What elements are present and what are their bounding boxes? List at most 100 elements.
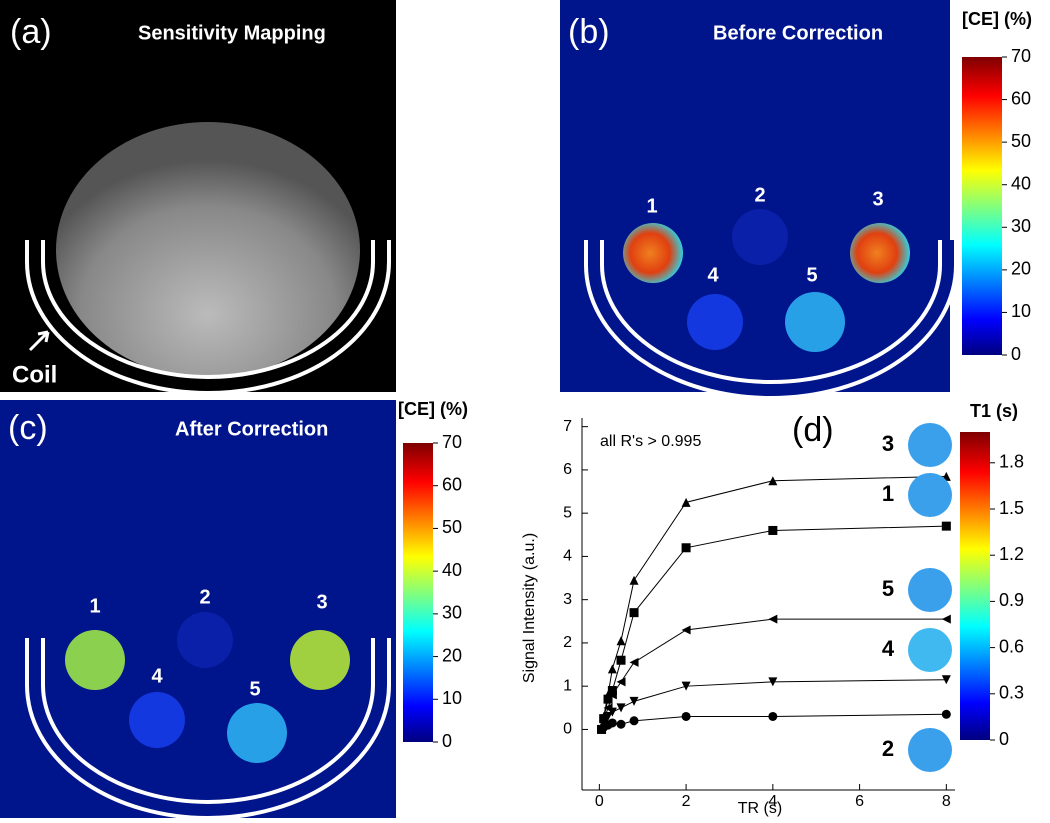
legend-label: 3 xyxy=(882,431,894,456)
colorbar-tick-label: 1.5 xyxy=(999,498,1024,518)
data-point xyxy=(629,575,639,585)
fit-line xyxy=(601,679,947,730)
panel-title: Sensitivity Mapping xyxy=(138,22,326,44)
y-tick-label: 5 xyxy=(563,504,572,521)
data-point xyxy=(616,703,626,713)
colorbar-tick-label: 30 xyxy=(442,603,462,623)
colorbar-title: [CE] (%) xyxy=(962,9,1032,29)
fit-line xyxy=(601,525,947,730)
data-point xyxy=(607,686,617,696)
spot-label: 5 xyxy=(806,264,817,286)
data-point xyxy=(768,476,778,486)
sensitivity-image xyxy=(56,122,360,378)
colorbar-tick-label: 10 xyxy=(442,688,462,708)
x-axis-label: TR (s) xyxy=(738,800,782,817)
data-point xyxy=(941,709,951,719)
phantom-inset xyxy=(908,473,952,517)
spot-label: 1 xyxy=(646,195,657,217)
colorbar-tick-label: 0 xyxy=(442,731,452,751)
x-tick-label: 2 xyxy=(682,793,691,810)
y-tick-label: 6 xyxy=(563,461,572,478)
data-point xyxy=(681,625,691,635)
data-point xyxy=(681,711,691,721)
coil-inner xyxy=(29,638,387,816)
spot-label: 2 xyxy=(199,586,210,608)
phantom xyxy=(732,209,788,265)
data-point xyxy=(607,718,617,728)
spot-label: 3 xyxy=(872,188,883,210)
data-point xyxy=(603,694,613,704)
colorbar-tick-label: 70 xyxy=(442,432,462,452)
colorbar-title: [CE] (%) xyxy=(398,399,468,419)
y-tick-label: 0 xyxy=(563,721,572,738)
colorbar xyxy=(962,57,1002,355)
colorbar-tick-label: 1.8 xyxy=(999,452,1024,472)
data-point xyxy=(681,681,691,691)
spot-label: 2 xyxy=(754,184,765,206)
data-point xyxy=(616,719,626,729)
phantom xyxy=(65,630,125,690)
panel-label: (d) xyxy=(792,411,834,449)
colorbar-tick-label: 20 xyxy=(1011,259,1031,279)
fit-line xyxy=(601,475,947,728)
colorbar xyxy=(403,443,433,742)
phantom-inset xyxy=(908,728,952,772)
legend-label: 5 xyxy=(882,576,894,601)
colorbar xyxy=(960,432,990,740)
coil-label: Coil xyxy=(12,361,57,388)
phantom-inset xyxy=(908,628,952,672)
data-point xyxy=(616,636,626,646)
phantom xyxy=(290,630,350,690)
data-point xyxy=(681,543,691,553)
x-tick-label: 0 xyxy=(595,793,604,810)
spot-label: 5 xyxy=(249,678,260,700)
data-point xyxy=(681,497,691,507)
spot-label: 4 xyxy=(707,264,719,286)
coil-inner xyxy=(588,240,954,396)
colorbar-tick-label: 0.6 xyxy=(999,636,1024,656)
data-point xyxy=(941,521,951,531)
colorbar-tick-label: 0.9 xyxy=(999,590,1024,610)
colorbar-tick-label: 50 xyxy=(442,517,462,537)
colorbar-tick-label: 50 xyxy=(1011,131,1031,151)
colorbar-tick-label: 10 xyxy=(1011,301,1031,321)
colorbar-tick-label: 30 xyxy=(1011,216,1031,236)
panel-label: (b) xyxy=(568,13,610,51)
colorbar-tick-label: 60 xyxy=(1011,88,1031,108)
data-point xyxy=(629,657,639,667)
data-point xyxy=(629,716,639,726)
data-point xyxy=(616,655,626,665)
data-point xyxy=(768,614,778,624)
phantom xyxy=(227,703,287,763)
phantom-inset xyxy=(908,423,952,467)
data-point xyxy=(629,696,639,706)
colorbar-tick-label: 40 xyxy=(1011,173,1031,193)
colorbar-tick-label: 20 xyxy=(442,645,462,665)
x-tick-label: 4 xyxy=(768,793,777,810)
phantom xyxy=(687,294,743,350)
data-point xyxy=(616,677,626,687)
panel-title: After Correction xyxy=(175,418,328,440)
data-point xyxy=(607,707,617,717)
colorbar-tick-label: 0 xyxy=(1011,344,1021,364)
legend-label: 4 xyxy=(882,636,895,661)
y-tick-label: 1 xyxy=(563,677,572,694)
data-point xyxy=(607,664,617,674)
legend-label: 2 xyxy=(882,736,894,761)
phantom xyxy=(129,692,185,748)
data-point xyxy=(603,711,613,721)
data-point xyxy=(768,711,778,721)
coil-inner xyxy=(29,240,387,391)
panel-title: Before Correction xyxy=(713,22,883,44)
spot-label: 3 xyxy=(316,591,327,613)
data-point xyxy=(768,677,778,687)
data-point xyxy=(941,614,951,624)
colorbar-tick-label: 70 xyxy=(1011,46,1031,66)
spot-label: 4 xyxy=(151,665,163,687)
colorbar-tick-label: 0 xyxy=(999,729,1009,749)
phantom xyxy=(177,612,233,668)
y-axis-label: Signal Intensity (a.u.) xyxy=(521,533,538,683)
colorbar-tick-label: 40 xyxy=(442,560,462,580)
phantom xyxy=(850,223,910,283)
